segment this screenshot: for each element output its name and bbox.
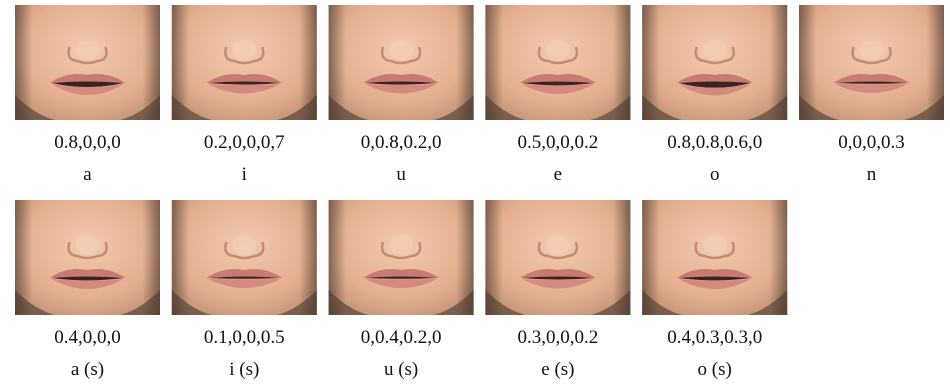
nose-tip bbox=[703, 40, 727, 60]
params-caption: 0.3,0,0,0.2 bbox=[518, 327, 599, 348]
params-caption: 0,0,0,0.3 bbox=[838, 132, 905, 153]
params-caption: 0.8,0,0,0 bbox=[54, 132, 121, 153]
params-caption: 0.2,0,0,0,7 bbox=[204, 132, 285, 153]
face-image bbox=[485, 200, 630, 315]
phoneme-label: o (s) bbox=[698, 359, 732, 380]
params-caption: 0.5,0,0,0.2 bbox=[518, 132, 599, 153]
face-image bbox=[329, 5, 474, 120]
nose-tip bbox=[546, 235, 570, 255]
face-image bbox=[329, 200, 474, 315]
face-image bbox=[172, 200, 317, 315]
phoneme-label: o bbox=[710, 164, 720, 185]
face-image bbox=[172, 5, 317, 120]
params-caption: 0.4,0.3,0.3,0 bbox=[667, 327, 762, 348]
phoneme-label: a bbox=[83, 164, 92, 185]
phoneme-label: a (s) bbox=[71, 359, 104, 380]
phoneme-label: e bbox=[554, 164, 562, 185]
face-image bbox=[642, 200, 787, 315]
nose-tip bbox=[546, 40, 570, 60]
params-caption: 0.4,0,0,0 bbox=[54, 327, 121, 348]
nose-tip bbox=[232, 235, 256, 255]
nose-tip bbox=[232, 40, 256, 60]
params-caption: 0,0.4,0.2,0 bbox=[361, 327, 442, 348]
params-caption: 0.1,0,0,0.5 bbox=[204, 327, 285, 348]
phoneme-label: n bbox=[867, 164, 877, 185]
phoneme-label: e (s) bbox=[541, 359, 574, 380]
nose-tip bbox=[389, 40, 413, 60]
face-image bbox=[15, 5, 160, 120]
phoneme-label: i (s) bbox=[229, 359, 259, 380]
params-caption: 0,0.8,0.2,0 bbox=[361, 132, 442, 153]
nose-tip bbox=[76, 40, 100, 60]
nose-tip bbox=[76, 235, 100, 255]
figure: 0.8,0,0,0 a 0.2,0,0,0,7 i 0,0.8,0.2,0 u 0.5,0,… bbox=[0, 0, 950, 388]
face-image bbox=[485, 5, 630, 120]
params-caption: 0.8,0.8,0.6,0 bbox=[667, 132, 762, 153]
nose-tip bbox=[860, 40, 884, 60]
face-image bbox=[799, 5, 944, 120]
phoneme-label: u bbox=[396, 164, 406, 185]
phoneme-label: u (s) bbox=[384, 359, 418, 380]
nose-tip bbox=[389, 235, 413, 255]
face-image bbox=[642, 5, 787, 120]
phoneme-label: i bbox=[242, 164, 247, 185]
face-image bbox=[15, 200, 160, 315]
nose-tip bbox=[703, 235, 727, 255]
